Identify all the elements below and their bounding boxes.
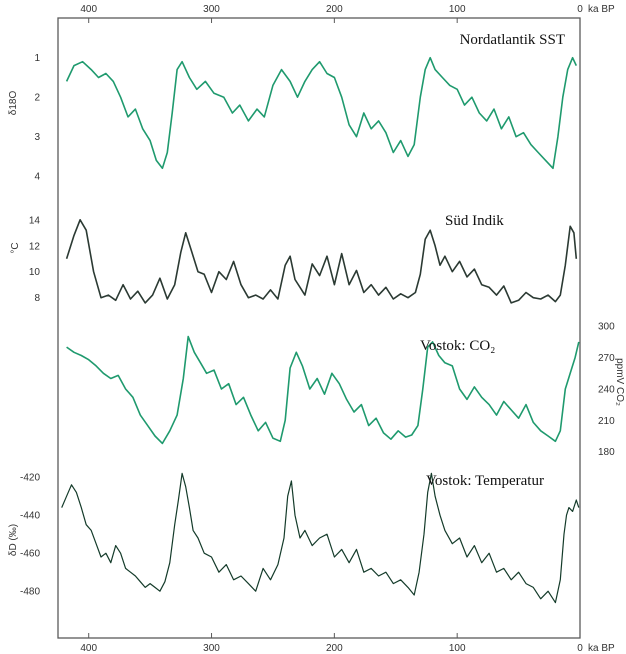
x-axis-label-bottom: ka BP (588, 643, 615, 654)
y-tick-label-4: -440 (20, 511, 40, 522)
x-tick-label-top: 0 (577, 4, 583, 15)
x-tick-label-bottom: 200 (326, 643, 343, 654)
y-tick-label-3: 240 (598, 384, 615, 395)
y-tick-label-1: 3 (34, 132, 40, 143)
series-layer (61, 56, 580, 604)
y-axis-label-1: δ18O (8, 91, 19, 116)
x-tick-label-top: 300 (203, 4, 220, 15)
x-tick-label-bottom: 300 (203, 643, 220, 654)
x-axis-bottom: 400 300 200 100 0 ka BP (80, 633, 615, 654)
series-title-4: Vostok: Temperatur (426, 473, 544, 489)
x-axis-top: 400 300 200 100 0 ka BP (80, 4, 615, 23)
series-line-2 (65, 219, 578, 304)
y-tick-label-3: 210 (598, 416, 615, 427)
y-tick-label-4: -480 (20, 587, 40, 598)
y-tick-label-1: 1 (34, 53, 40, 64)
plot-frame (57, 17, 581, 639)
x-tick-label-bottom: 100 (449, 643, 466, 654)
y-tick-label-4: -420 (20, 473, 40, 484)
y-tick-label-2: 10 (29, 267, 41, 278)
x-tick-label-bottom: 0 (577, 643, 583, 654)
x-tick-label-bottom: 400 (80, 643, 97, 654)
y-axis-label-4: δD (‰) (8, 524, 19, 556)
x-tick-label-top: 100 (449, 4, 466, 15)
x-tick-label-top: 200 (326, 4, 343, 15)
series-title-1: Nordatlantik SST (460, 32, 565, 48)
y-tick-label-2: 12 (29, 241, 41, 252)
y-tick-label-1: 4 (34, 172, 40, 183)
y-tick-label-1: 2 (34, 93, 40, 104)
y-tick-label-4: -460 (20, 549, 40, 560)
series-line-1 (65, 56, 578, 170)
series-titles: Nordatlantik SST Süd Indik Vostok: CO₂ Vost… (420, 32, 565, 489)
y-tick-label-2: 8 (34, 293, 40, 304)
series-line-3 (66, 335, 580, 445)
y-axis-label-3: ppmV CO₂ (614, 358, 625, 406)
y-tick-label-3: 270 (598, 353, 615, 364)
y-tick-label-3: 300 (598, 322, 615, 333)
series-line-4 (61, 472, 580, 604)
y-tick-label-2: 14 (29, 215, 41, 226)
y-tick-label-3: 180 (598, 447, 615, 458)
x-axis-label-top: ka BP (588, 4, 615, 15)
series-title-2: Süd Indik (445, 213, 504, 229)
x-tick-label-top: 400 (80, 4, 97, 15)
series-title-3: Vostok: CO₂ (420, 338, 495, 354)
y-axis-label-2: °C (10, 242, 21, 253)
